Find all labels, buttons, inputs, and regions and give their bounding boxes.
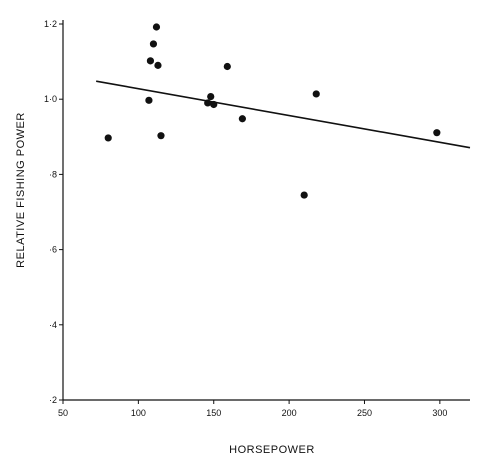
data-points: [104, 23, 441, 199]
y-tick-label: ·8: [49, 169, 57, 179]
x-tick-label: 150: [206, 408, 221, 418]
data-point: [152, 23, 161, 31]
data-point: [238, 115, 246, 123]
x-tick-label: 250: [357, 408, 372, 418]
data-point: [223, 62, 231, 71]
data-point: [149, 40, 158, 48]
data-point: [104, 134, 112, 142]
trend-line: [96, 80, 471, 149]
x-axis-ticks: 50 100 150 200 250 300: [58, 400, 447, 418]
y-axis-ticks: ·2 ·4 ·6 ·8 1·0 1·2: [44, 19, 63, 405]
x-tick-label: 50: [58, 408, 68, 418]
data-point: [145, 96, 153, 104]
x-tick-label: 200: [282, 408, 297, 418]
data-point: [433, 129, 441, 137]
y-axis-title: RELATIVE FISHING POWER: [15, 112, 27, 268]
data-point: [207, 92, 215, 101]
y-tick-label: 1·0: [44, 94, 57, 104]
x-axis-title: HORSEPOWER: [229, 444, 315, 456]
data-point: [312, 90, 320, 98]
data-point: [146, 57, 155, 65]
y-tick-label: ·2: [49, 395, 57, 405]
axes: [62, 20, 470, 401]
data-point: [210, 100, 218, 109]
y-tick-label: ·6: [49, 245, 57, 255]
x-tick-label: 300: [432, 408, 447, 418]
data-point: [300, 191, 308, 199]
x-tick-label: 100: [131, 408, 146, 418]
y-tick-label: ·4: [49, 320, 57, 330]
y-tick-label: 1·2: [44, 19, 57, 29]
data-point: [157, 132, 165, 140]
data-point: [154, 61, 162, 69]
data-point: [204, 99, 212, 107]
trend-line-group: [96, 80, 471, 149]
